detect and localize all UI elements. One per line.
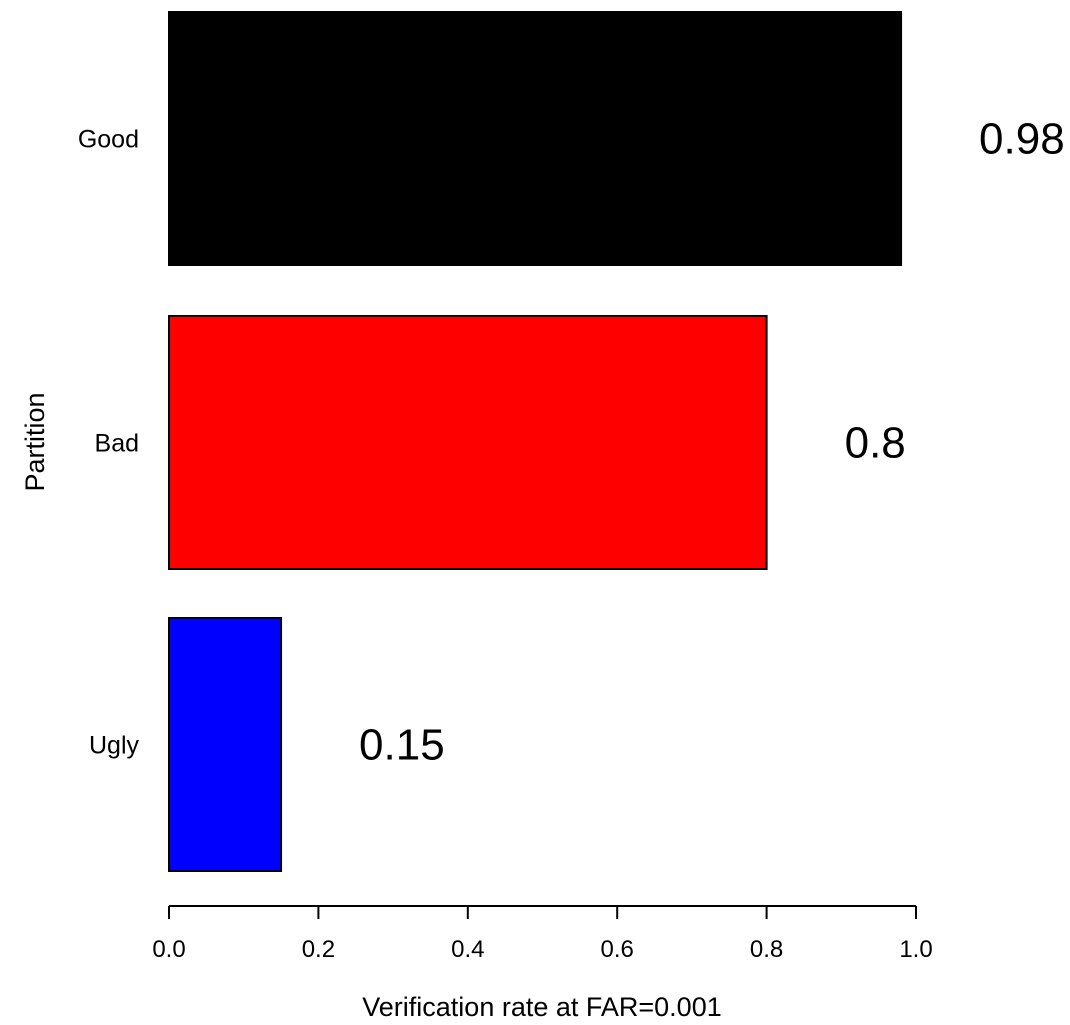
x-tick-label: 1.0 <box>899 936 932 963</box>
y-axis-title: Partition <box>20 392 50 491</box>
value-label-good: 0.98 <box>979 115 1065 164</box>
x-axis: 0.0 0.2 0.4 0.6 0.8 1.0 <box>152 905 933 963</box>
x-tick-label: 0.6 <box>601 936 634 963</box>
category-label-ugly: Ugly <box>89 732 140 760</box>
bar-ugly <box>168 617 283 872</box>
category-labels-group: Good Bad Ugly <box>78 126 140 760</box>
x-tick-label: 0.2 <box>302 936 335 963</box>
x-tick-label: 0.0 <box>152 936 185 963</box>
bars-group <box>168 11 903 872</box>
value-labels-group: 0.98 0.8 0.15 <box>359 115 1065 770</box>
category-label-bad: Bad <box>95 430 139 458</box>
value-label-bad: 0.8 <box>845 419 906 468</box>
bar-bad <box>168 315 768 570</box>
x-axis-title: Verification rate at FAR=0.001 <box>362 992 721 1022</box>
x-tick-label: 0.8 <box>750 936 783 963</box>
x-tick-label: 0.4 <box>451 936 484 963</box>
value-label-ugly: 0.15 <box>359 721 445 770</box>
bar-good <box>168 11 903 266</box>
category-label-good: Good <box>78 126 139 154</box>
